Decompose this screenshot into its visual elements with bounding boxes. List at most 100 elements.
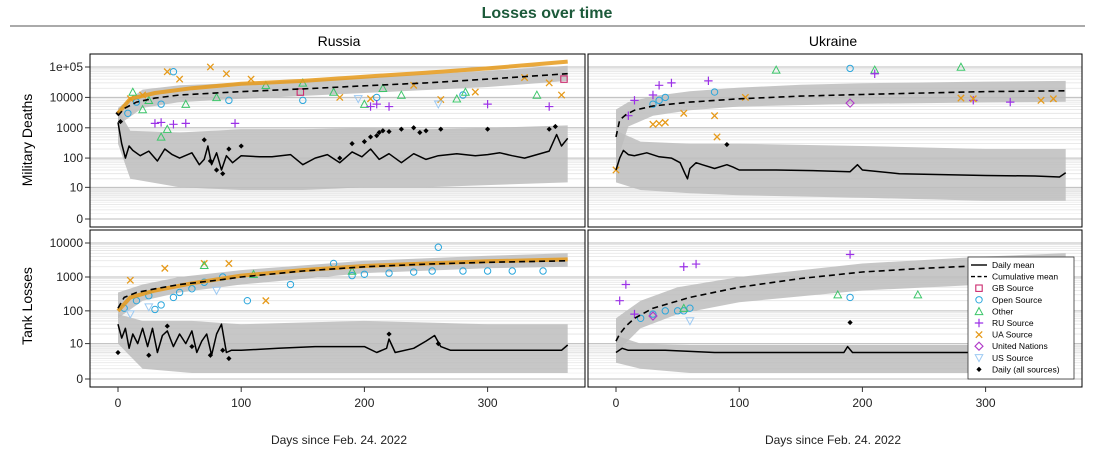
points-ru-source [615, 250, 855, 319]
point-open-source [348, 271, 356, 280]
point-other [396, 90, 407, 99]
point-ua-source [126, 276, 134, 284]
point-ua-source [206, 63, 215, 71]
point-ru-source [679, 262, 688, 271]
panel-frame [89, 53, 586, 228]
point-us-source [211, 286, 222, 296]
point-daily-all-sources [374, 133, 380, 139]
point-ua-source [649, 120, 657, 128]
point-daily-all-sources [226, 146, 232, 152]
point-daily-all-sources [238, 143, 244, 149]
legend-item-daily-all-sources: Daily (all sources) [976, 364, 1060, 374]
x-tick-label: 100 [729, 396, 749, 410]
point-other [532, 90, 542, 99]
legend-label: Other [992, 306, 1013, 316]
row-label-deaths: Military Deaths [19, 94, 35, 187]
point-ru-source [704, 76, 713, 86]
cumulative-band [118, 65, 568, 126]
x-tick-label: 200 [354, 396, 374, 410]
point-daily-all-sources [546, 126, 552, 132]
legend-label: US Source [992, 353, 1033, 363]
points-united-nations [648, 311, 658, 321]
cumulative-mean-line [117, 260, 568, 309]
point-open-source [299, 96, 307, 105]
points-other [679, 289, 923, 312]
legend-label: Cumulative mean [992, 272, 1058, 282]
point-ru-source [1006, 97, 1015, 107]
x-tick-label: 200 [852, 396, 872, 410]
panel-russia-tank-losses: 0 10 100 1000 10000 0 100 200 300 [50, 229, 586, 410]
point-open-source [286, 280, 295, 289]
daily-mean-line [117, 323, 569, 356]
point-ru-source [483, 99, 492, 109]
point-ua-source [680, 109, 688, 117]
daily-mean-line [117, 122, 569, 171]
points-daily-all-sources [724, 141, 730, 148]
ua-source-trend-line [116, 257, 568, 313]
legend-key-plus [974, 318, 984, 328]
point-ru-source [845, 250, 855, 259]
point-open-source [508, 267, 516, 275]
point-ru-source [667, 78, 676, 88]
points-gb-source [296, 75, 568, 96]
point-ua-source [1037, 96, 1045, 105]
point-daily-all-sources [201, 137, 207, 143]
legend-box [967, 256, 1075, 380]
point-other [913, 289, 923, 299]
point-ru-source [654, 81, 664, 90]
points-united-nations [845, 98, 855, 108]
point-daily-all-sources [386, 331, 392, 337]
point-us-source [144, 303, 154, 312]
point-ru-source [156, 118, 166, 127]
point-daily-all-sources [226, 355, 232, 362]
y-tick-label: 10 [70, 180, 84, 194]
point-ua-source [366, 95, 375, 103]
point-open-source [434, 243, 443, 251]
point-daily-all-sources [485, 126, 491, 132]
point-daily-all-sources [417, 129, 423, 136]
point-ua-source [969, 95, 977, 103]
point-open-source [385, 269, 393, 277]
legend-item-gb-source: GB Source [975, 283, 1034, 293]
chart-title: Losses over time [482, 5, 613, 22]
point-open-source [409, 268, 418, 276]
point-other [261, 80, 271, 90]
strip-label-russia: Russia [318, 33, 361, 49]
point-ua-source [655, 119, 663, 128]
point-open-source [169, 68, 178, 76]
point-daily-all-sources [115, 349, 121, 356]
point-open-source [846, 64, 854, 73]
point-daily-all-sources [337, 155, 343, 161]
point-open-source [686, 304, 694, 312]
point-united-nations [648, 311, 658, 321]
point-daily-all-sources [398, 126, 404, 132]
point-other [156, 132, 166, 141]
point-ru-source [621, 280, 631, 289]
point-ua-source [710, 112, 719, 120]
point-ru-source [630, 309, 639, 319]
point-daily-all-sources [164, 323, 170, 329]
cumulative-mean-line [117, 72, 568, 117]
point-ua-source [163, 68, 171, 76]
points-ru-source [624, 69, 1015, 120]
point-daily-all-sources [189, 343, 195, 350]
point-other [359, 99, 370, 108]
point-ua-source [713, 133, 721, 141]
point-ru-source [169, 120, 178, 129]
x-tick-label: 0 [613, 396, 620, 410]
legend-label: United Nations [992, 341, 1048, 351]
points-ru-source [150, 99, 554, 129]
point-ru-source [150, 119, 160, 128]
panel-plot-area [90, 242, 585, 380]
point-ru-source [615, 296, 624, 305]
daily-mean-line [615, 149, 1067, 180]
point-open-source [661, 307, 669, 315]
point-other [181, 99, 191, 108]
cumulative-band [616, 80, 1066, 165]
point-us-source [685, 317, 695, 326]
daily-mean-line [615, 345, 1066, 354]
panel-frame [587, 53, 1083, 228]
daily-band [616, 130, 1066, 201]
point-open-source [483, 267, 492, 275]
point-other [199, 260, 209, 270]
